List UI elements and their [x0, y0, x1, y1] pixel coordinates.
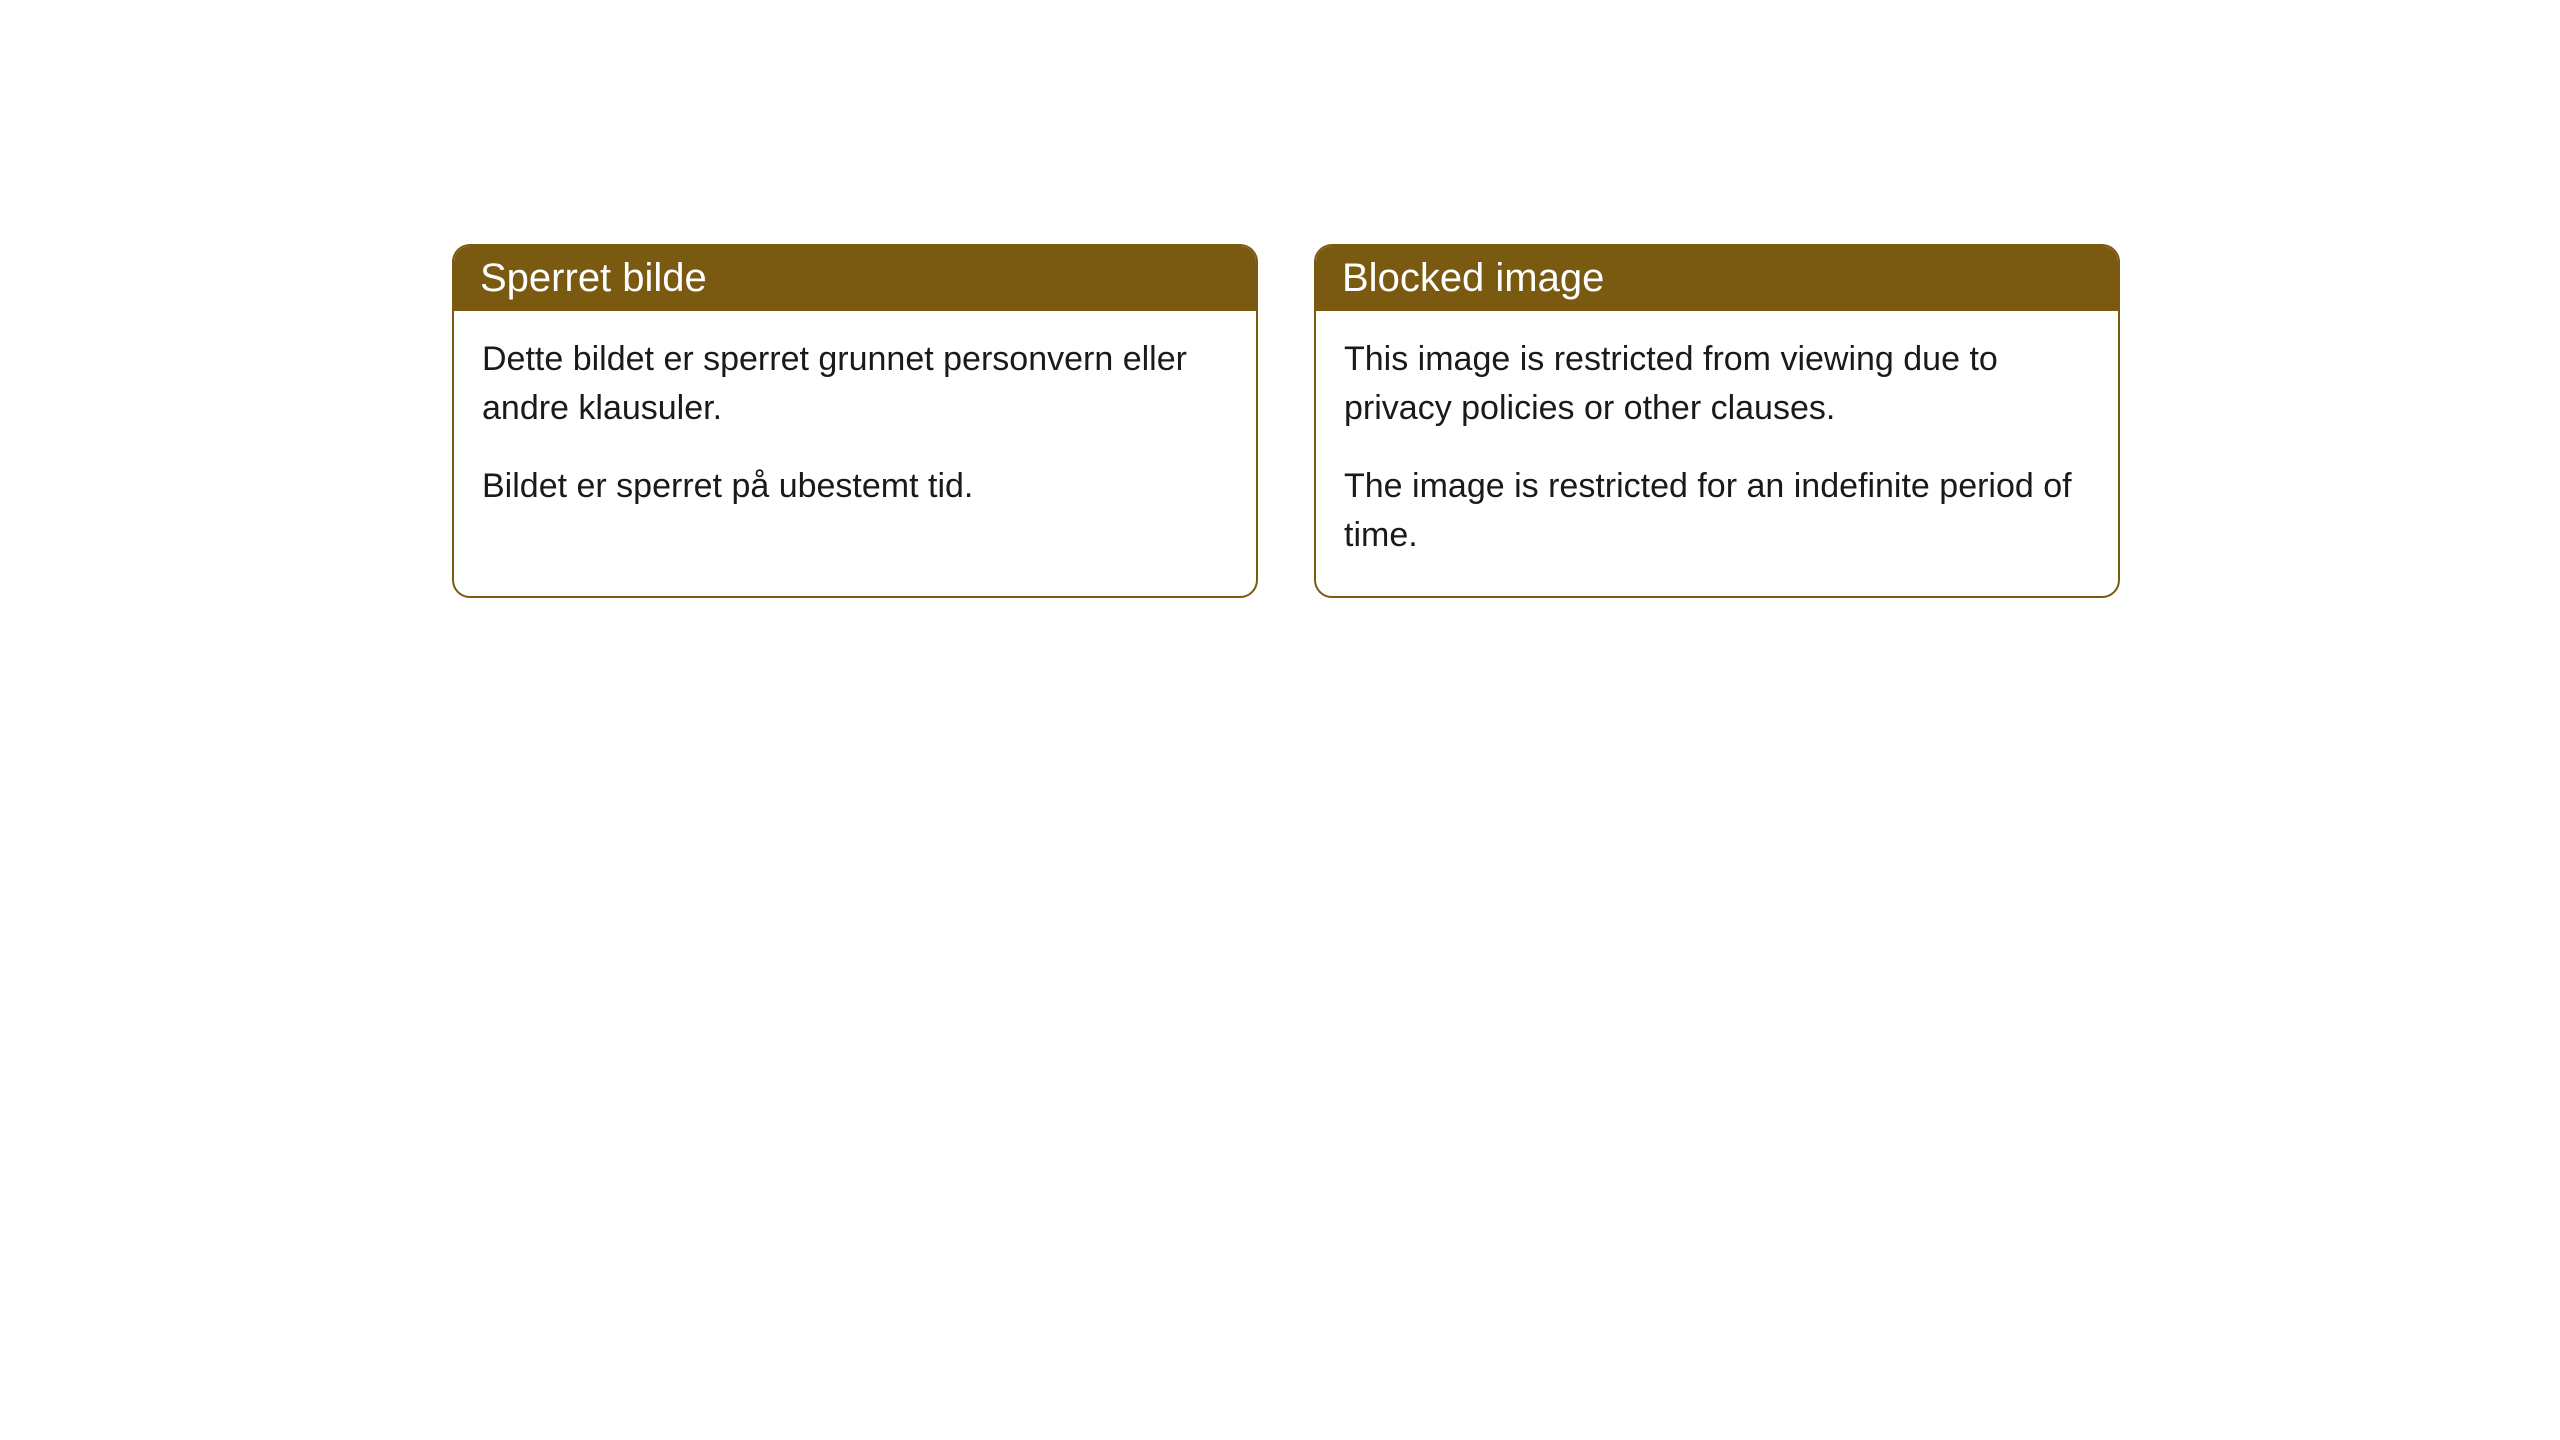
card-paragraph: This image is restricted from viewing du…: [1344, 335, 2090, 434]
card-header-norwegian: Sperret bilde: [454, 246, 1256, 311]
card-paragraph: Dette bildet er sperret grunnet personve…: [482, 335, 1228, 434]
card-paragraph: The image is restricted for an indefinit…: [1344, 462, 2090, 561]
notice-cards-container: Sperret bilde Dette bildet er sperret gr…: [452, 244, 2120, 598]
card-body-norwegian: Dette bildet er sperret grunnet personve…: [454, 311, 1256, 547]
card-body-english: This image is restricted from viewing du…: [1316, 311, 2118, 596]
notice-card-norwegian: Sperret bilde Dette bildet er sperret gr…: [452, 244, 1258, 598]
card-header-english: Blocked image: [1316, 246, 2118, 311]
card-paragraph: Bildet er sperret på ubestemt tid.: [482, 462, 1228, 511]
notice-card-english: Blocked image This image is restricted f…: [1314, 244, 2120, 598]
